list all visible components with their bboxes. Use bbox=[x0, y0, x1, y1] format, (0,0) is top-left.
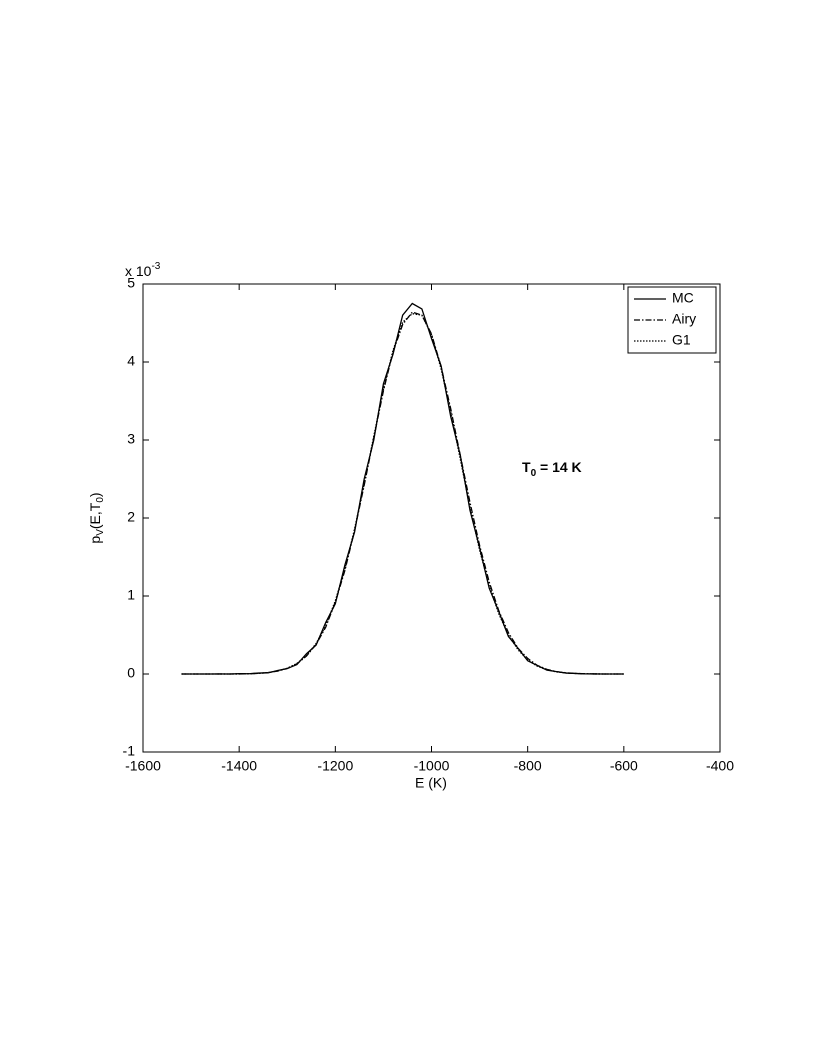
x-tick-label: -1400 bbox=[221, 758, 257, 774]
x-tick-label: -1600 bbox=[125, 758, 161, 774]
x-tick-label: -800 bbox=[514, 758, 542, 774]
legend-label: MC bbox=[672, 290, 694, 306]
x-tick-label: -1000 bbox=[414, 758, 450, 774]
annotation-base: T bbox=[522, 459, 531, 475]
series-line bbox=[181, 312, 624, 675]
y-tick-label: 1 bbox=[127, 587, 135, 603]
annotation-sub: 0 bbox=[531, 468, 537, 479]
legend-label: Airy bbox=[672, 311, 696, 327]
y-label-base: p bbox=[87, 536, 103, 544]
plot-area bbox=[142, 283, 721, 753]
y-tick-label: -1 bbox=[123, 743, 136, 759]
annotation: T0 = 14 K bbox=[522, 459, 582, 479]
y-label-end: ) bbox=[87, 492, 103, 497]
y-label-sub2: 0 bbox=[95, 497, 106, 503]
legend-label: G1 bbox=[672, 332, 691, 348]
y-tick-label: 2 bbox=[127, 509, 135, 525]
y-label-middle: (E,T bbox=[87, 502, 103, 529]
y-label-sub: V bbox=[95, 529, 106, 536]
annotation-rest: = 14 K bbox=[536, 459, 582, 475]
y-tick-label: 0 bbox=[127, 665, 135, 681]
y-tick-label: 4 bbox=[127, 353, 135, 369]
series-line bbox=[181, 302, 624, 675]
x-tick-label: -1200 bbox=[317, 758, 353, 774]
y-scale: x 10-3 bbox=[125, 261, 161, 279]
y-tick-label: 5 bbox=[127, 275, 135, 291]
x-axis-label: E (K) bbox=[415, 775, 447, 791]
y-scale-exponent: -3 bbox=[151, 261, 160, 272]
x-tick-label: -600 bbox=[610, 758, 638, 774]
y-axis-label: pV(E,T0) bbox=[87, 492, 106, 543]
y-scale-base: x 10 bbox=[125, 263, 152, 279]
series-line bbox=[181, 311, 624, 675]
y-tick-label: 3 bbox=[127, 431, 135, 447]
x-tick-label: -400 bbox=[706, 758, 734, 774]
